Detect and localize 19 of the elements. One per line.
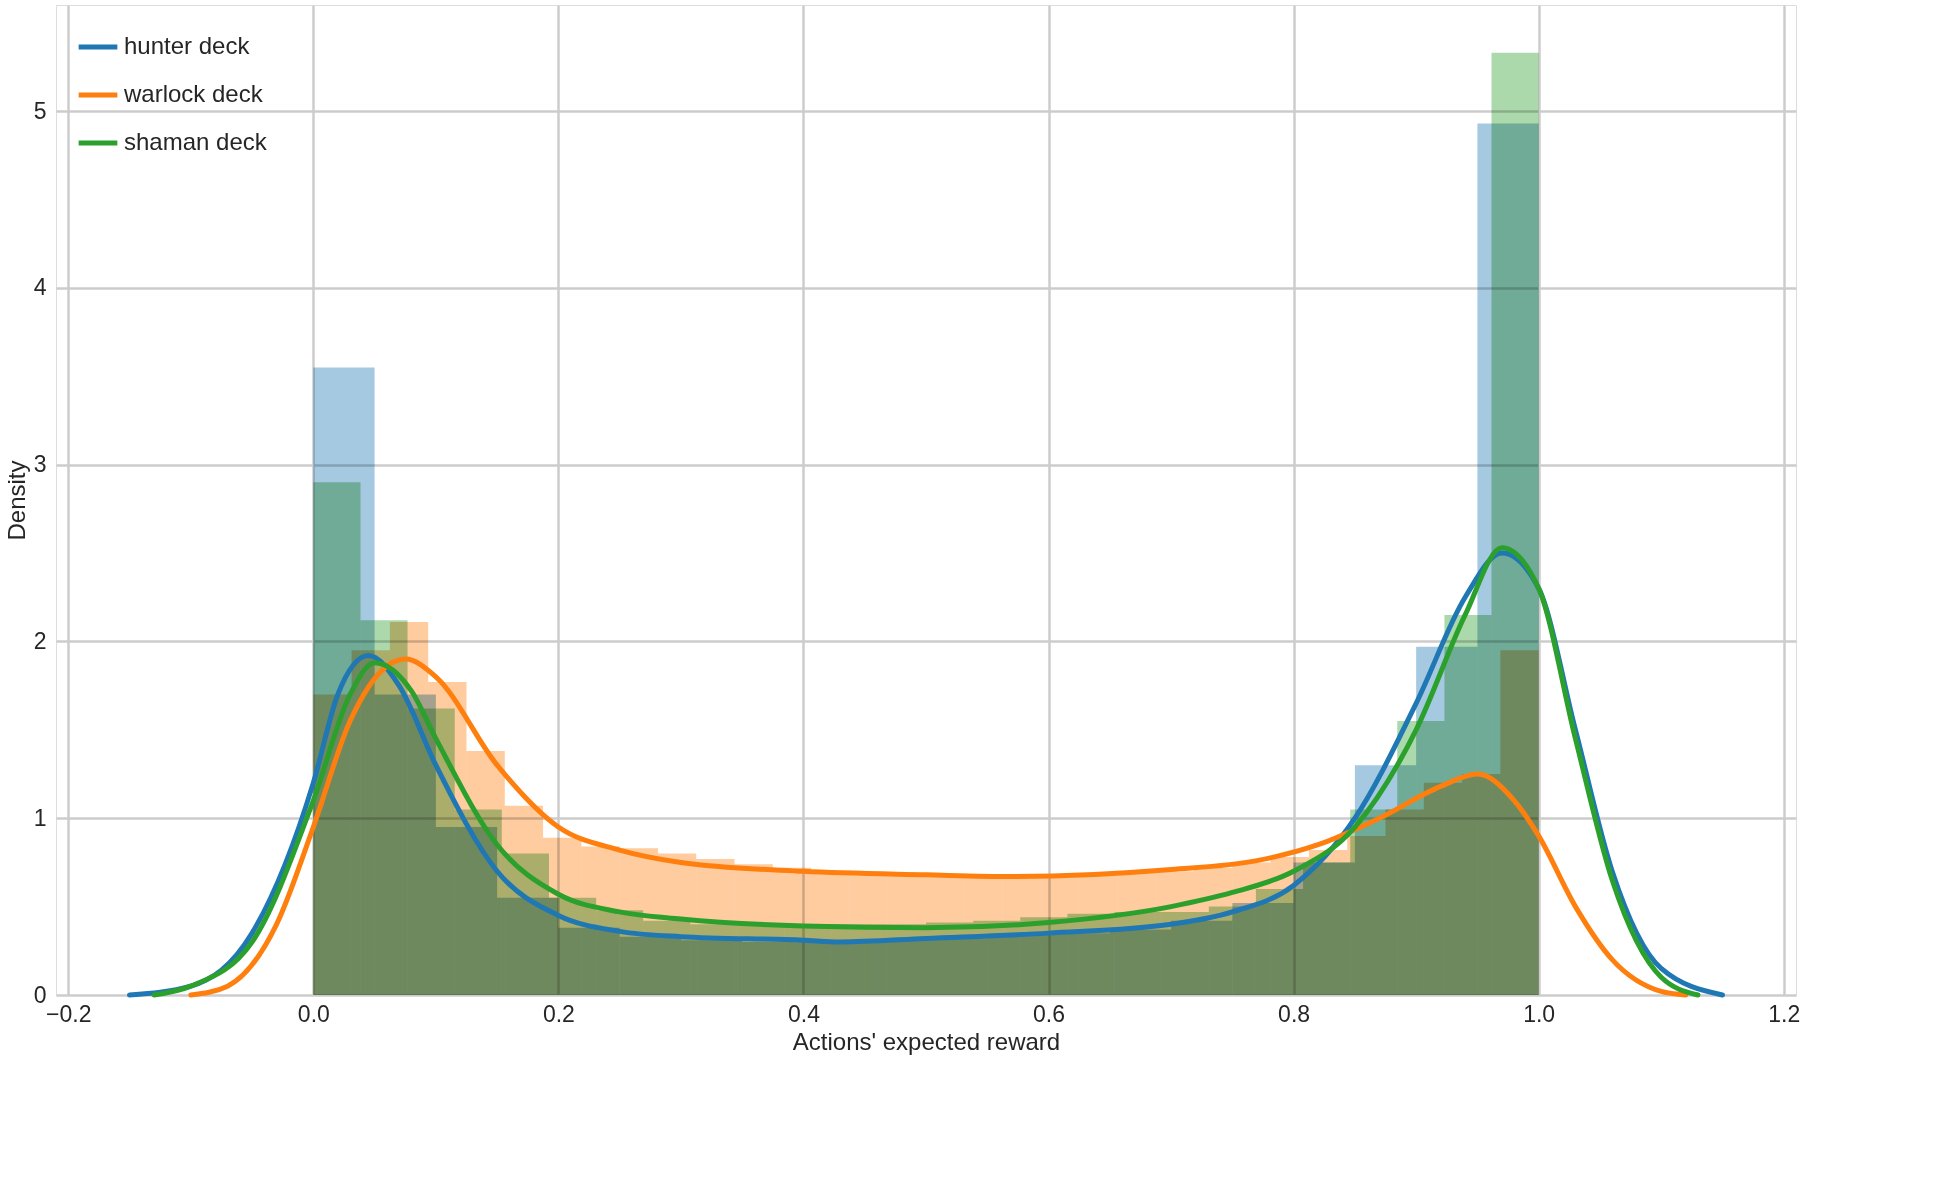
x-tick-label: 0.4 <box>787 1000 821 1027</box>
y-tick-label: 0 <box>33 981 47 1008</box>
x-tick-label: −0.2 <box>46 1000 92 1027</box>
x-axis-title: Actions' expected reward <box>792 1027 1061 1055</box>
y-tick-label: 2 <box>33 627 47 654</box>
legend-label: hunter deck <box>124 32 251 59</box>
x-tick-label: 0.0 <box>297 1000 330 1027</box>
y-tick-label: 4 <box>33 274 47 301</box>
y-axis-title: Density <box>2 460 30 541</box>
y-tick-label: 1 <box>33 804 47 831</box>
x-tick-label: 0.2 <box>542 1000 575 1027</box>
legend-label: shaman deck <box>124 128 268 155</box>
x-tick-label: 1.0 <box>1523 1000 1556 1027</box>
x-tick-label: 0.8 <box>1278 1000 1311 1027</box>
y-tick-label: 3 <box>33 451 47 478</box>
x-tick-label: 0.6 <box>1033 1000 1066 1027</box>
legend-label: warlock deck <box>123 80 264 107</box>
x-tick-label: 1.2 <box>1768 1000 1801 1027</box>
y-tick-label: 5 <box>33 97 47 124</box>
